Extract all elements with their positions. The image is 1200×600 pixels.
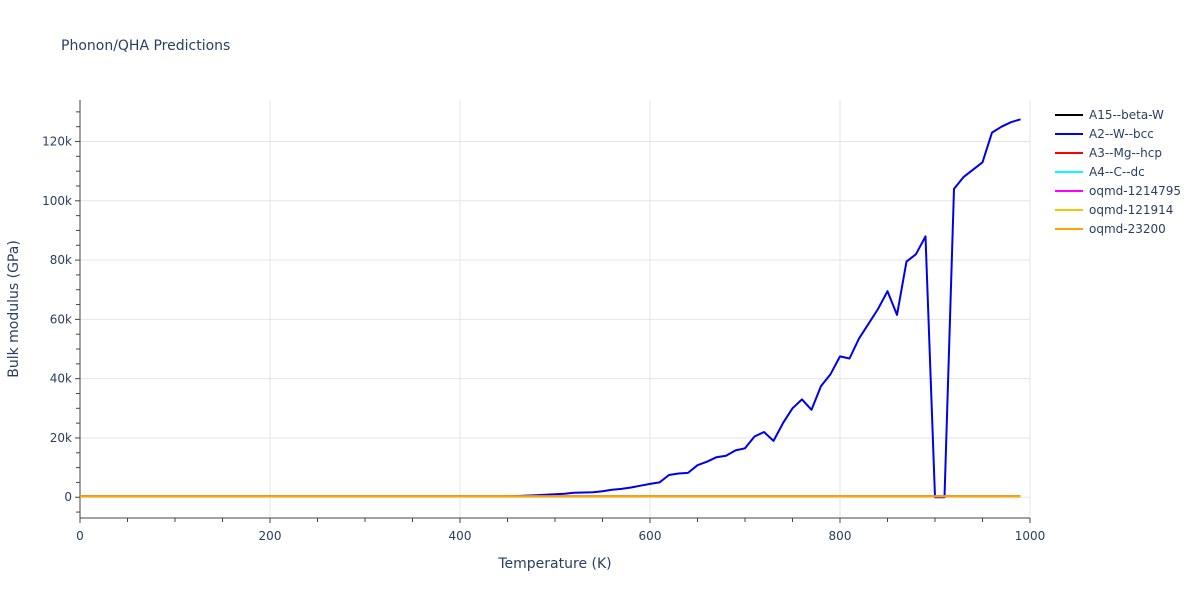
legend-item-a15-beta-w[interactable]: A15--beta-W [1055, 108, 1164, 122]
y-axis-title: Bulk modulus (GPa) [6, 240, 22, 378]
y-tick-label: 60k [50, 312, 72, 326]
legend-label: A2--W--bcc [1089, 127, 1154, 141]
legend-label: oqmd-121914 [1089, 203, 1173, 217]
x-tick-label: 800 [829, 529, 852, 543]
y-tick-label: 120k [42, 135, 72, 149]
y-tick-label: 0 [64, 490, 72, 504]
legend-item-a4-c-dc[interactable]: A4--C--dc [1055, 165, 1145, 179]
legend[interactable]: A15--beta-W A2--W--bcc A3--Mg--hcp A4--C--d… [1055, 108, 1181, 236]
legend-label: A15--beta-W [1089, 108, 1164, 122]
legend-label: A3--Mg--hcp [1089, 146, 1162, 160]
x-axis-title: Temperature (K) [497, 556, 611, 572]
legend-item-a2-w-bcc[interactable]: A2--W--bcc [1055, 127, 1154, 141]
y-tick-label: 80k [50, 253, 72, 267]
chart-title: Phonon/QHA Predictions [61, 38, 230, 54]
legend-label: A4--C--dc [1089, 165, 1145, 179]
x-tick-label: 0 [76, 529, 84, 543]
legend-item-a3-mg-hcp[interactable]: A3--Mg--hcp [1055, 146, 1162, 160]
legend-item-oqmd-1214795[interactable]: oqmd-1214795 [1055, 184, 1181, 198]
legend-item-oqmd-121914[interactable]: oqmd-121914 [1055, 203, 1173, 217]
legend-item-oqmd-23200[interactable]: oqmd-23200 [1055, 222, 1166, 236]
y-tick-label: 40k [50, 372, 72, 386]
x-tick-label: 200 [259, 529, 282, 543]
x-tick-label: 400 [449, 529, 472, 543]
y-tick-label: 20k [50, 431, 72, 445]
series-group [80, 118, 1021, 499]
x-tick-label: 1000 [1015, 529, 1046, 543]
legend-label: oqmd-1214795 [1089, 184, 1181, 198]
axes: 0 200 400 600 800 1000 0 20k 40k 60k 80k 100k 120k [42, 100, 1045, 543]
x-tick-label: 600 [639, 529, 662, 543]
legend-label: oqmd-23200 [1089, 222, 1166, 236]
y-tick-label: 100k [42, 194, 72, 208]
